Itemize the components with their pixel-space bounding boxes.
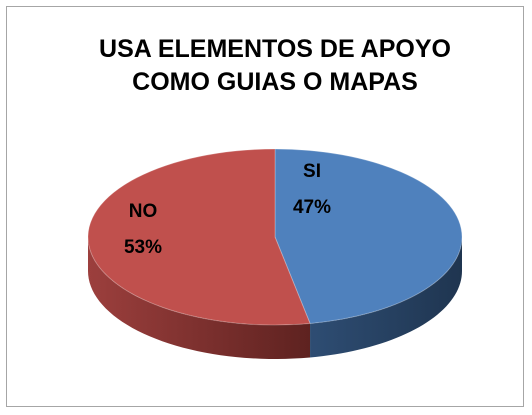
pie-side <box>88 237 311 359</box>
pie-slice <box>87 148 311 326</box>
chart-title: USA ELEMENTOS DE APOYO COMO GUIAS O MAPA… <box>99 35 451 96</box>
chart-frame <box>6 6 524 407</box>
slice-value: 53% <box>124 237 162 258</box>
slice-label: NO <box>129 201 158 222</box>
slice-value: 47% <box>293 197 331 218</box>
pie-side <box>310 237 462 358</box>
slice-label: SI <box>303 161 321 182</box>
pie-slice <box>274 148 463 324</box>
